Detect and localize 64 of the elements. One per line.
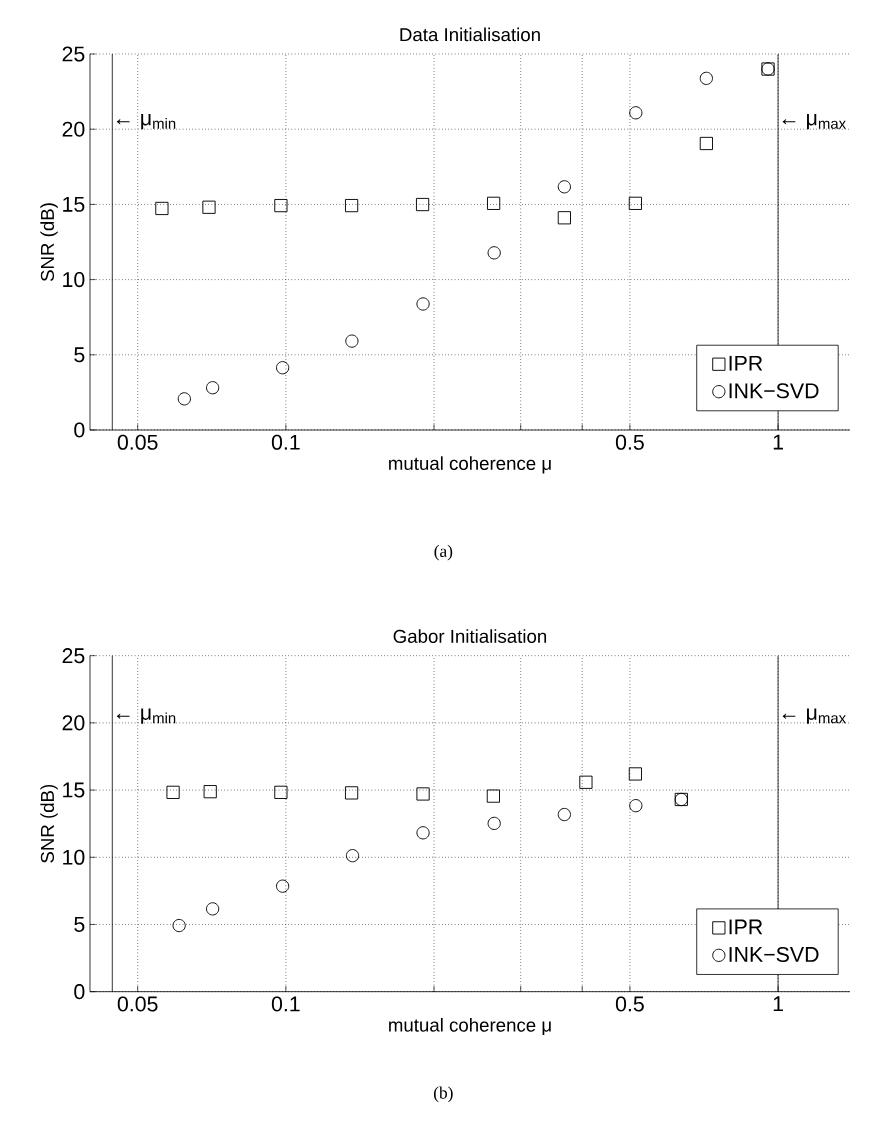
legend-label: INK−SVD: [729, 946, 819, 963]
y-tick-label: 10: [63, 849, 85, 865]
y-tick-label: 15: [63, 196, 85, 212]
x-tick-label: 1: [773, 996, 783, 1012]
point: [276, 361, 290, 375]
y-tick-label: 15: [63, 782, 85, 798]
x-tick-label: 0.05: [117, 434, 158, 450]
point: [557, 211, 571, 225]
point: [487, 816, 501, 830]
point: [344, 198, 359, 213]
y-tick-label: 5: [74, 917, 85, 932]
x-tick-label: 1: [773, 434, 783, 450]
point: [628, 767, 642, 781]
text: (a): [434, 544, 453, 561]
point: [557, 807, 571, 822]
point: [699, 136, 713, 151]
point: [557, 180, 571, 194]
point: [203, 785, 217, 799]
x-tick-label: 0.1: [271, 434, 300, 450]
x-axis-title: mutual coherence μ: [389, 456, 551, 474]
point: [628, 196, 642, 210]
y-tick-label: 5: [74, 347, 85, 363]
x-tick-label: 0.5: [615, 996, 644, 1012]
point: [486, 789, 500, 803]
y-tick-label: 10: [63, 272, 85, 288]
point: [345, 849, 360, 863]
point: [415, 197, 430, 212]
ref-line-label: ← μ$_{max}$: [782, 708, 846, 724]
point: [416, 826, 430, 840]
ref-line-label: ← μ$_{min}$: [116, 708, 176, 724]
x-axis-title: mutual coherence μ: [389, 1017, 551, 1036]
point: [699, 71, 713, 85]
y-tick-label: 20: [62, 715, 85, 731]
y-axis-title: SNR (dB): [40, 784, 58, 863]
point: [629, 106, 643, 120]
legend-label: IPR: [729, 355, 763, 371]
point: [276, 879, 290, 893]
chart-title: Gabor Initialisation: [393, 629, 547, 643]
y-tick-label: 25: [62, 46, 85, 62]
point: [274, 198, 288, 213]
point: [206, 902, 220, 916]
legend-label: INK−SVD: [729, 383, 819, 399]
y-tick-label: 0: [74, 422, 85, 438]
point: [629, 799, 643, 813]
ref-line-label: ← μ$_{max}$: [782, 113, 846, 130]
x-tick-label: 0.05: [117, 996, 158, 1012]
x-tick-label: 0.1: [271, 996, 300, 1012]
point: [416, 297, 430, 311]
point: [487, 246, 501, 260]
point: [206, 381, 220, 395]
chart-title: Data Initialisation: [400, 27, 540, 42]
y-tick-label: 20: [62, 121, 85, 137]
point: [344, 786, 359, 800]
x-tick-label: 0.5: [615, 434, 644, 450]
y-axis-title: SNR (dB): [40, 203, 58, 282]
y-tick-label: 25: [62, 648, 85, 664]
legend-label: IPR: [729, 919, 763, 935]
text: (b): [433, 1086, 453, 1103]
ref-line-label: ← μ$_{min}$: [116, 113, 176, 130]
y-tick-label: 0: [74, 984, 85, 1000]
point: [274, 785, 288, 799]
point: [345, 334, 359, 348]
point: [416, 787, 430, 801]
point: [487, 196, 501, 210]
